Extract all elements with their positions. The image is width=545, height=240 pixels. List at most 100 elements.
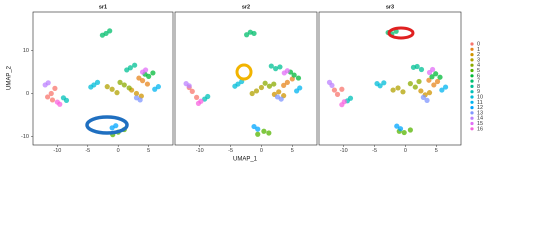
point	[273, 66, 279, 72]
legend-swatch	[470, 63, 474, 67]
point	[88, 84, 94, 90]
legend-swatch	[470, 90, 474, 94]
x-tick-label: -10	[196, 148, 204, 154]
point	[426, 77, 432, 83]
point	[255, 131, 261, 137]
legend-label: 12	[477, 105, 483, 111]
point	[437, 74, 443, 80]
point	[281, 82, 287, 88]
point	[381, 80, 387, 86]
point	[57, 101, 63, 107]
legend-swatch	[470, 95, 474, 99]
point	[249, 90, 255, 97]
point	[394, 123, 400, 129]
panel-title: sr3	[386, 4, 394, 10]
point	[418, 66, 425, 73]
point	[426, 90, 433, 96]
point	[433, 71, 439, 77]
point	[194, 94, 200, 100]
legend-label: 8	[477, 84, 480, 90]
point	[274, 94, 281, 100]
point	[395, 85, 401, 91]
point	[418, 88, 424, 94]
x-tick-label: 5	[435, 148, 438, 154]
point	[277, 64, 283, 70]
x-tick-label: 5	[291, 148, 294, 154]
point	[410, 64, 417, 70]
point	[253, 88, 260, 94]
point	[439, 87, 445, 93]
legend-swatch	[470, 127, 474, 131]
point	[198, 98, 204, 104]
x-tick-label: 5	[147, 148, 150, 154]
x-tick-label: 0	[117, 148, 120, 154]
point	[334, 91, 341, 97]
point	[94, 79, 101, 85]
legend-swatch	[470, 121, 474, 126]
legend-label: 13	[477, 110, 483, 116]
legend-swatch	[470, 47, 474, 51]
point	[143, 67, 149, 73]
x-tick-label: -10	[53, 148, 61, 154]
point	[205, 93, 211, 100]
y-tick-label: 10	[23, 48, 29, 54]
point	[150, 70, 156, 76]
legend-label: 5	[477, 68, 480, 74]
point	[113, 123, 119, 129]
point	[331, 87, 338, 93]
point	[137, 97, 143, 103]
point	[107, 28, 113, 34]
point	[255, 126, 261, 132]
point	[232, 83, 238, 89]
point	[430, 66, 436, 73]
legend-swatch	[470, 116, 474, 120]
point	[400, 89, 406, 95]
legend-label: 14	[477, 116, 483, 122]
legend-label: 7	[477, 79, 480, 85]
point	[186, 83, 192, 89]
point	[262, 80, 268, 86]
point	[109, 86, 115, 92]
legend-swatch	[470, 42, 474, 46]
point	[139, 78, 146, 84]
point	[281, 70, 287, 76]
point	[117, 79, 123, 85]
legend-label: 11	[477, 100, 483, 106]
point	[407, 81, 413, 87]
x-tick-label: -5	[228, 148, 233, 154]
point	[251, 123, 257, 130]
x-tick-label: 0	[260, 148, 263, 154]
point	[271, 81, 277, 87]
legend-label: 16	[477, 126, 483, 132]
point	[52, 85, 58, 91]
point	[289, 76, 295, 82]
point	[45, 94, 51, 100]
legend-swatch	[470, 84, 474, 88]
point	[104, 84, 110, 90]
annotation-circle	[85, 115, 129, 135]
point	[291, 72, 297, 78]
point	[374, 81, 380, 87]
point	[416, 78, 422, 85]
legend-label: 2	[477, 52, 480, 58]
point	[136, 75, 142, 81]
point	[49, 97, 56, 103]
legend-swatch	[470, 58, 474, 62]
point	[124, 67, 130, 73]
legend-label: 10	[477, 94, 483, 100]
point	[152, 86, 158, 92]
x-axis-label: UMAP_1	[233, 157, 258, 163]
legend-label: 3	[477, 57, 480, 63]
legend-label: 6	[477, 73, 480, 79]
point	[133, 90, 140, 97]
point	[268, 63, 274, 69]
point	[420, 94, 426, 100]
x-tick-label: -10	[340, 148, 348, 154]
point	[258, 84, 265, 91]
point	[121, 82, 127, 88]
panel	[32, 11, 174, 146]
legend-swatch	[470, 100, 474, 104]
point	[189, 88, 195, 94]
y-tick-label: -10	[21, 134, 29, 140]
point	[261, 128, 267, 134]
